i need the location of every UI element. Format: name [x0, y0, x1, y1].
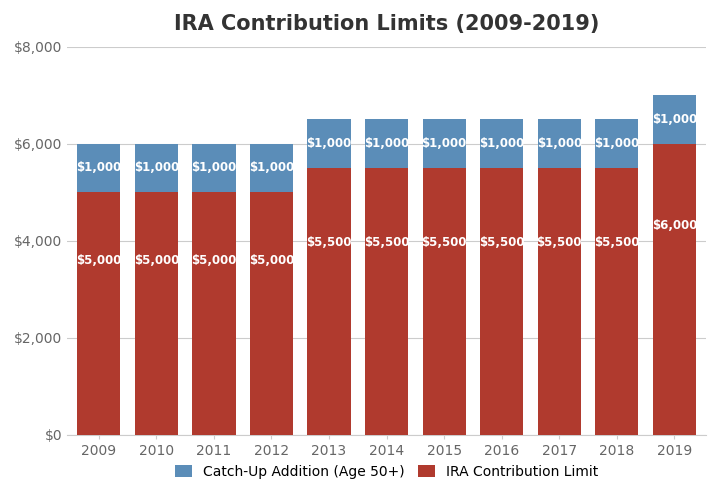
- Title: IRA Contribution Limits (2009-2019): IRA Contribution Limits (2009-2019): [174, 14, 599, 34]
- Bar: [423, 168, 466, 435]
- Text: $1,000: $1,000: [192, 162, 237, 174]
- Text: $5,500: $5,500: [306, 236, 352, 249]
- Text: $5,500: $5,500: [594, 236, 639, 249]
- Bar: [480, 120, 523, 168]
- Bar: [192, 144, 235, 192]
- Text: $5,500: $5,500: [364, 236, 410, 249]
- Text: $5,500: $5,500: [421, 236, 467, 249]
- Text: $1,000: $1,000: [479, 137, 524, 150]
- Text: $5,500: $5,500: [536, 236, 582, 249]
- Bar: [77, 192, 120, 435]
- Text: $5,000: $5,000: [249, 254, 294, 266]
- Bar: [135, 192, 178, 435]
- Text: $5,000: $5,000: [192, 254, 237, 266]
- Bar: [307, 168, 351, 435]
- Text: $1,000: $1,000: [536, 137, 582, 150]
- Text: $1,000: $1,000: [364, 137, 409, 150]
- Text: $5,000: $5,000: [134, 254, 179, 266]
- Legend: Catch-Up Addition (Age 50+), IRA Contribution Limit: Catch-Up Addition (Age 50+), IRA Contrib…: [175, 464, 598, 478]
- Bar: [365, 120, 408, 168]
- Text: $5,000: $5,000: [76, 254, 122, 266]
- Text: $1,000: $1,000: [307, 137, 351, 150]
- Bar: [135, 144, 178, 192]
- Bar: [192, 192, 235, 435]
- Bar: [538, 120, 581, 168]
- Text: $1,000: $1,000: [249, 162, 294, 174]
- Bar: [77, 144, 120, 192]
- Text: $6,000: $6,000: [652, 218, 697, 232]
- Bar: [307, 120, 351, 168]
- Bar: [365, 168, 408, 435]
- Bar: [250, 144, 293, 192]
- Text: $1,000: $1,000: [134, 162, 179, 174]
- Text: $1,000: $1,000: [76, 162, 122, 174]
- Text: $1,000: $1,000: [652, 113, 697, 126]
- Bar: [538, 168, 581, 435]
- Bar: [653, 144, 696, 435]
- Bar: [595, 120, 639, 168]
- Bar: [595, 168, 639, 435]
- Bar: [423, 120, 466, 168]
- Text: $1,000: $1,000: [594, 137, 639, 150]
- Bar: [480, 168, 523, 435]
- Text: $1,000: $1,000: [421, 137, 467, 150]
- Bar: [653, 95, 696, 144]
- Bar: [250, 192, 293, 435]
- Text: $5,500: $5,500: [479, 236, 524, 249]
